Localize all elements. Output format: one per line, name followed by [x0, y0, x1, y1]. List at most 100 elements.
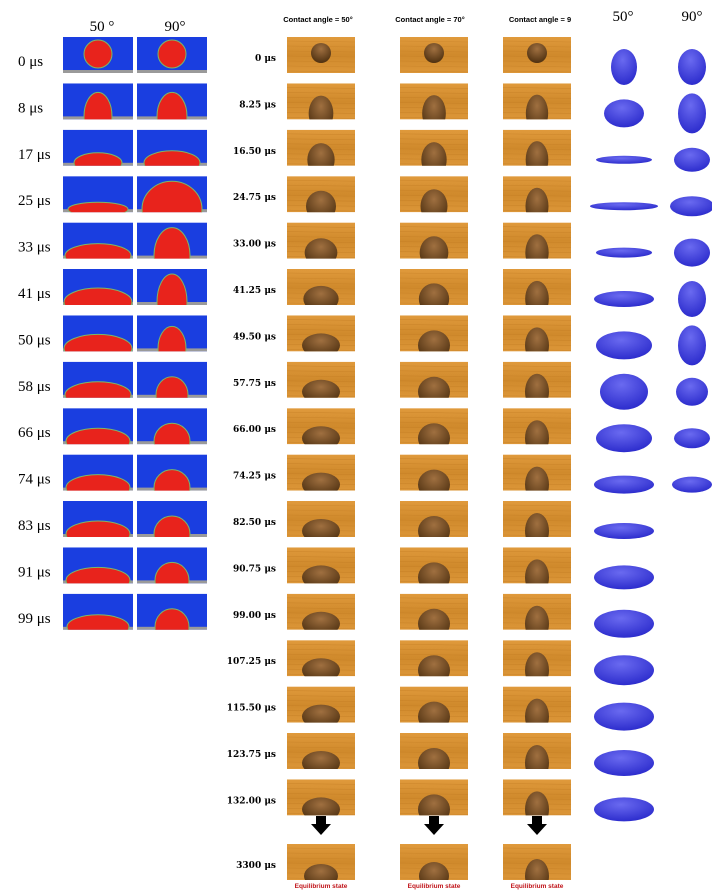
droplet — [154, 470, 190, 506]
time-label: 16.50 μs — [233, 147, 276, 157]
arrow — [311, 816, 331, 835]
time-label: 8 μs — [18, 100, 43, 116]
droplet — [676, 378, 708, 406]
droplet — [526, 95, 548, 133]
droplet — [594, 523, 654, 539]
time-label: 132.00 μs — [227, 796, 276, 806]
time-label: 24.75 μs — [233, 193, 276, 203]
time-label: 123.75 μs — [227, 750, 276, 760]
column-header: 50° — [613, 9, 634, 25]
droplet — [68, 202, 128, 216]
droplet — [526, 141, 549, 178]
column-header: 90° — [165, 19, 186, 35]
time-label: 17 μs — [18, 147, 51, 163]
droplet — [525, 234, 548, 271]
droplet — [596, 424, 652, 452]
thumbnail — [287, 547, 355, 589]
time-label: 99 μs — [18, 611, 51, 627]
time-label: 74.25 μs — [233, 472, 276, 482]
state-label: Equilibrium state — [295, 883, 348, 890]
time-label: 66 μs — [18, 425, 51, 441]
droplet — [303, 286, 338, 312]
thumbnail — [137, 362, 207, 413]
thumbnail — [287, 362, 355, 404]
droplet — [525, 327, 549, 363]
droplet — [302, 705, 340, 729]
droplet — [424, 43, 444, 63]
droplet — [525, 420, 549, 456]
droplet — [418, 516, 450, 546]
droplet — [594, 610, 654, 638]
droplet — [302, 473, 340, 497]
time-label: 3300 μs — [236, 861, 276, 871]
droplet — [594, 655, 654, 685]
time-label: 115.50 μs — [227, 704, 276, 714]
droplet — [418, 655, 450, 685]
droplet — [158, 40, 186, 68]
thumbnail — [400, 315, 468, 360]
column-header: Contact angle = 9 — [509, 15, 571, 24]
droplet — [66, 428, 130, 454]
droplet — [594, 703, 654, 731]
droplet — [155, 562, 189, 598]
thumbnail — [503, 594, 571, 642]
time-label: 58 μs — [18, 379, 51, 395]
thumbnail — [63, 37, 133, 73]
droplet — [418, 609, 450, 639]
droplet — [155, 609, 189, 645]
substrate — [63, 70, 133, 73]
droplet — [307, 143, 334, 176]
thumbnail — [400, 640, 468, 685]
thumbnail — [287, 130, 355, 177]
droplet — [525, 374, 549, 410]
droplet — [674, 428, 710, 448]
thumbnail — [287, 640, 355, 682]
time-label: 0 μs — [255, 54, 276, 64]
thumbnail — [63, 594, 133, 639]
time-label: 57.75 μs — [233, 379, 276, 389]
thumbnail — [137, 547, 207, 598]
droplet — [64, 334, 132, 362]
time-label: 74 μs — [18, 472, 51, 488]
time-label: 33 μs — [18, 240, 51, 256]
droplet — [84, 40, 112, 68]
droplet — [418, 470, 450, 500]
time-label: 83 μs — [18, 518, 51, 534]
droplet — [678, 281, 706, 317]
droplet — [302, 565, 340, 589]
droplet — [309, 96, 334, 132]
thumbnail — [287, 844, 355, 888]
droplet — [420, 236, 449, 269]
droplet — [525, 467, 549, 503]
thumbnail — [503, 269, 571, 317]
droplet — [527, 43, 547, 63]
time-label: 0 μs — [18, 54, 43, 70]
thumbnail — [400, 733, 468, 778]
thumbnail — [287, 83, 355, 131]
thumbnail — [503, 315, 571, 363]
thumbnail — [287, 733, 355, 775]
thumbnail — [137, 594, 207, 645]
droplet — [525, 606, 549, 642]
thumbnail — [63, 547, 133, 593]
droplet — [302, 612, 340, 636]
thumbnail — [287, 501, 355, 543]
droplet — [302, 658, 340, 682]
time-label: 25 μs — [18, 193, 51, 209]
thumbnail — [63, 176, 133, 216]
time-label: 49.50 μs — [233, 332, 276, 342]
droplet — [672, 477, 712, 493]
figure: 50 ° 90° Contact angle = 50° Contact ang… — [0, 0, 712, 892]
droplet — [594, 797, 654, 821]
thumbnail — [400, 594, 468, 639]
time-label: 91 μs — [18, 564, 51, 580]
droplet — [600, 374, 648, 410]
time-label: 90.75 μs — [233, 564, 276, 574]
column-header: Contact angle = 50° — [283, 15, 352, 24]
droplet — [302, 751, 340, 775]
thumbnail — [137, 501, 207, 552]
droplet — [526, 188, 549, 225]
thumbnail — [503, 687, 571, 735]
time-label: 8.25 μs — [239, 100, 276, 110]
time-label: 82.50 μs — [233, 518, 276, 528]
